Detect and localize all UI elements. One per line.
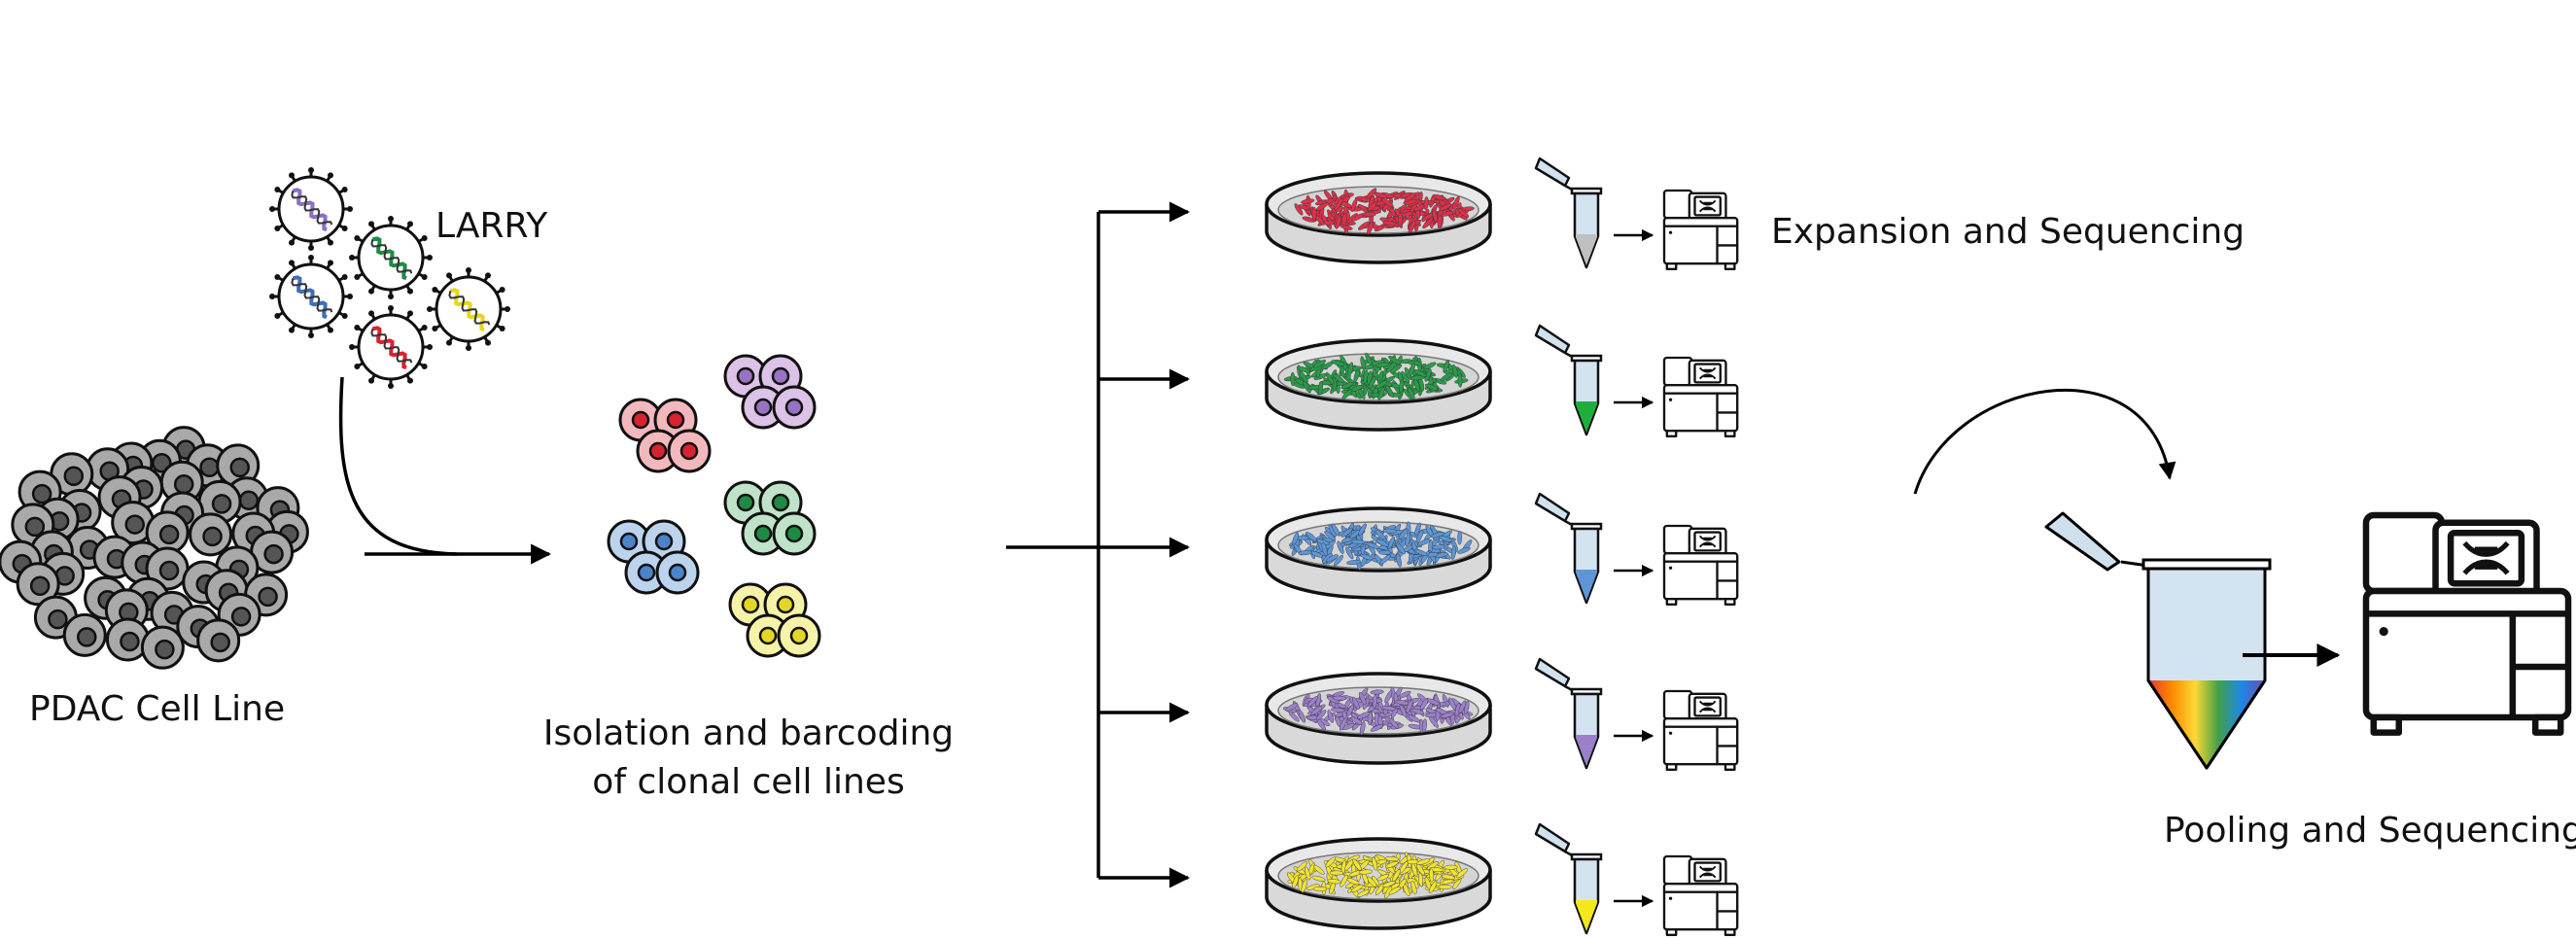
- pdac-cell: [62, 612, 107, 657]
- pdac-cell: [16, 562, 60, 607]
- row-yellow: [1265, 822, 1739, 937]
- sample-tube-blue: [1534, 492, 1603, 605]
- virus-particle: [269, 167, 353, 251]
- sample-tube-purple: [1534, 657, 1603, 770]
- sequencer-icon-green: [1662, 356, 1739, 438]
- pdac-cell: [189, 512, 233, 557]
- pooled-tube: [2044, 511, 2272, 770]
- petri-dish-green: [1265, 338, 1492, 432]
- petri-dish-red: [1265, 171, 1492, 264]
- clone-expansion-rows: [1265, 156, 1739, 937]
- petri-dish-blue: [1265, 506, 1492, 600]
- isolation-label-line1: Isolation and barcoding: [542, 713, 955, 753]
- isolation-label-line2: of clonal cell lines: [592, 762, 905, 802]
- sample-tube-yellow: [1534, 822, 1603, 935]
- clone-group-green: [723, 480, 817, 556]
- virus-particle: [349, 305, 433, 389]
- pdac-cell: [196, 618, 241, 663]
- sample-tube-green: [1534, 324, 1603, 436]
- clone-group-red: [618, 398, 712, 473]
- virus-particle: [349, 216, 433, 299]
- pdac-cell-cluster: [0, 426, 309, 670]
- virus-particle: [269, 255, 353, 338]
- clonal-cell-groups: [607, 354, 821, 658]
- larry-virus-particles: [269, 167, 510, 389]
- branching-arrows: [1006, 201, 1191, 888]
- sample-tube-red: [1534, 156, 1603, 269]
- pooling-sequencing-label: Pooling and Sequencing: [2164, 811, 2576, 851]
- row-purple: [1265, 657, 1739, 772]
- row-blue: [1265, 492, 1739, 607]
- petri-dish-purple: [1265, 672, 1492, 765]
- pdac-cell-line-label: PDAC Cell Line: [29, 689, 286, 729]
- pdac-cell: [145, 510, 190, 555]
- clone-group-yellow: [728, 582, 821, 658]
- pooling-arrow: [1913, 388, 2176, 495]
- virus-particle: [427, 267, 510, 351]
- clone-group-purple: [723, 354, 817, 430]
- transduction-arrow: [338, 376, 552, 565]
- row-red: [1265, 156, 1739, 271]
- pdac-cell: [145, 546, 190, 591]
- sequencer-icon-blue: [1662, 524, 1739, 607]
- sequencer-icon-red: [1662, 189, 1739, 271]
- petri-dish-yellow: [1265, 837, 1492, 930]
- sequencer-icon-yellow: [1662, 854, 1739, 937]
- row-green: [1265, 324, 1739, 438]
- sequencer-icon-purple: [1662, 689, 1739, 772]
- clone-group-blue: [607, 519, 700, 595]
- pooled-sequencer-icon: [2362, 511, 2572, 736]
- pdac-cell: [140, 625, 185, 670]
- larry-label: LARRY: [435, 206, 548, 246]
- expansion-sequencing-label: Expansion and Sequencing: [1771, 212, 2245, 252]
